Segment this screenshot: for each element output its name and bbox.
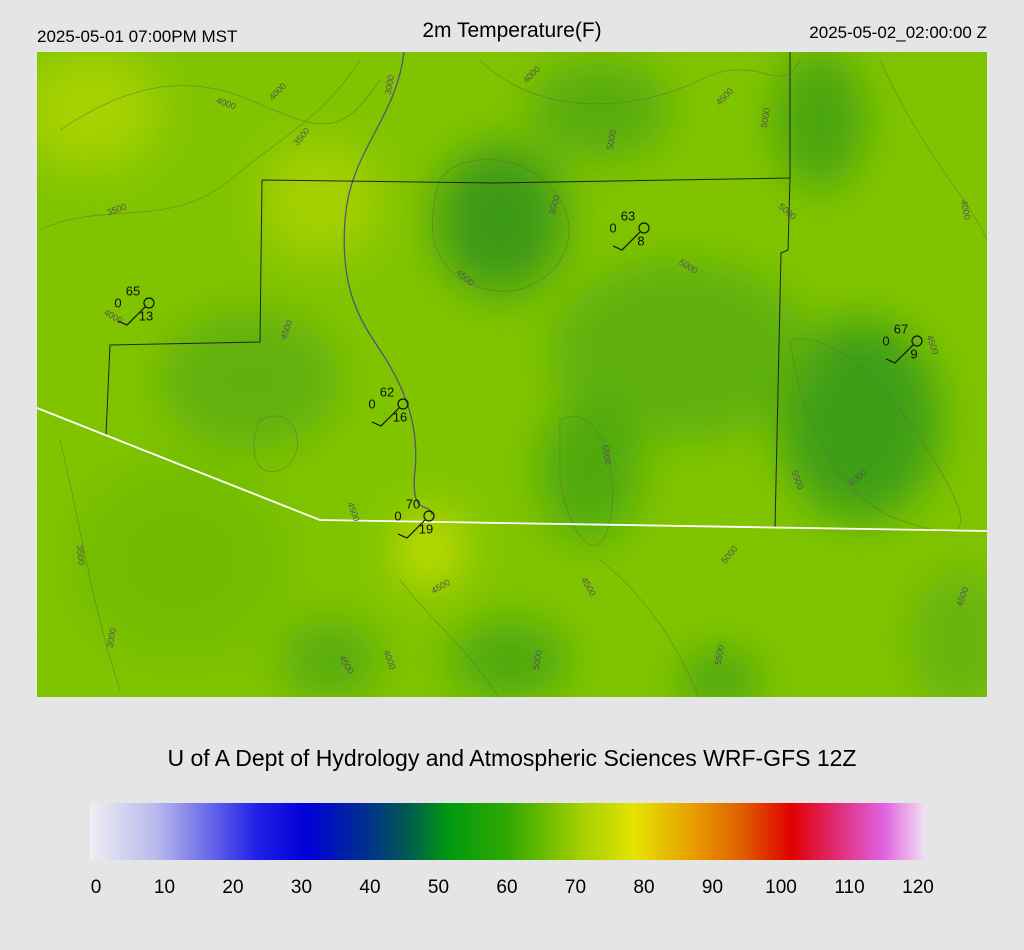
station-circle	[423, 510, 435, 522]
station-temperature: 67	[894, 321, 908, 336]
colorbar-tick-label: 10	[154, 877, 175, 898]
station-circle	[397, 398, 409, 410]
station-circle	[638, 222, 650, 234]
colorbar-tick-label: 20	[222, 877, 243, 898]
colorbar-tick-label: 120	[902, 877, 934, 898]
colorbar-tick-label: 60	[496, 877, 517, 898]
station-circle	[911, 335, 923, 347]
station-temperature: 63	[621, 208, 635, 223]
colorbar-tick-label: 40	[359, 877, 380, 898]
station-wind-speed: 19	[419, 521, 433, 536]
station-wind-speed: 8	[637, 233, 644, 248]
title: 2m Temperature(F)	[422, 19, 601, 42]
colorbar	[90, 803, 925, 860]
station-dewpoint: 0	[368, 396, 375, 411]
station-temperature: 62	[380, 384, 394, 399]
station-wind-speed: 13	[139, 308, 153, 323]
contour-label: 4000	[959, 199, 972, 220]
colorbar-tick-label: 30	[291, 877, 312, 898]
station-dewpoint: 0	[394, 508, 401, 523]
valid-time: 2025-05-02_02:00:00 Z	[809, 23, 987, 42]
contour-label: 5000	[531, 649, 544, 670]
contour-label: 3000	[105, 627, 118, 648]
contour-label: 3500	[75, 545, 87, 566]
station-dewpoint: 0	[609, 220, 616, 235]
contour-label: 3000	[383, 74, 396, 95]
colorbar-tick-label: 110	[834, 877, 864, 898]
credit: U of A Dept of Hydrology and Atmospheric…	[167, 745, 856, 771]
wind-barb	[612, 231, 641, 251]
colorbar-tick-label: 80	[633, 877, 654, 898]
colorbar-tick-label: 70	[565, 877, 586, 898]
colorbar-tick-label: 0	[91, 877, 102, 898]
station-temperature: 70	[406, 496, 420, 511]
station: 62 0 16	[368, 384, 409, 427]
station-dewpoint: 0	[882, 333, 889, 348]
contour-label: 5000	[759, 107, 772, 128]
contour-label: 5500	[713, 644, 726, 665]
wind-barb	[885, 344, 914, 364]
wind-barb	[397, 519, 426, 539]
station-wind-speed: 16	[393, 409, 407, 424]
contour-label: 5000	[605, 129, 618, 150]
station-dewpoint: 0	[114, 295, 121, 310]
station-wind-speed: 9	[910, 346, 917, 361]
station: 65 0 13	[114, 283, 155, 326]
station: 70 0 19	[394, 496, 435, 539]
local-time: 2025-05-01 07:00PM MST	[37, 27, 237, 46]
station: 67 0 9	[882, 321, 923, 364]
wind-barb	[117, 306, 146, 326]
station-temperature: 65	[126, 283, 140, 298]
colorbar-tick-label: 50	[428, 877, 449, 898]
station: 63 0 8	[609, 208, 650, 251]
colorbar-tick-label: 90	[702, 877, 723, 898]
wind-barb	[371, 407, 400, 427]
colorbar-tick-label: 100	[765, 877, 797, 898]
contour-label: 5500	[600, 444, 613, 465]
station-circle	[143, 297, 155, 309]
